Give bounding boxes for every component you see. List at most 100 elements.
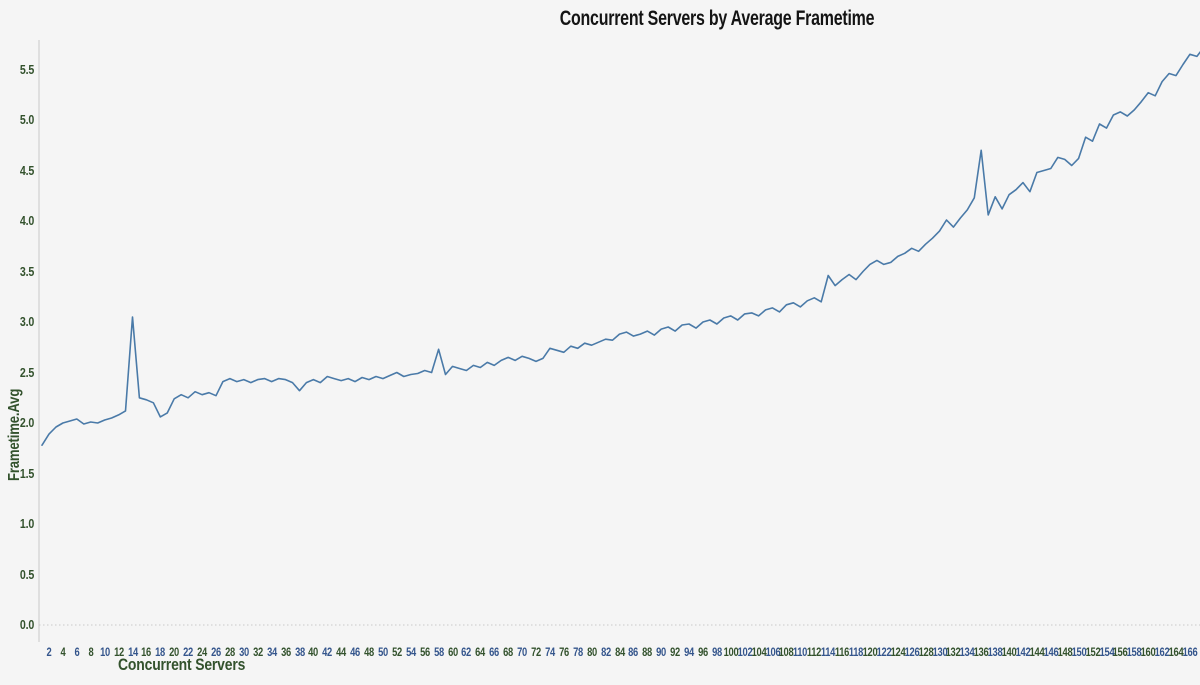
x-tick-label: 114	[821, 645, 836, 659]
frametime-line	[41, 51, 1200, 446]
x-tick-label: 164	[1168, 645, 1184, 659]
x-axis-title: Concurrent Servers	[118, 655, 246, 674]
x-tick-label: 54	[405, 645, 416, 659]
x-tick-label: 110	[793, 645, 808, 659]
x-tick-label: 132	[946, 645, 961, 659]
x-tick-label: 28	[224, 645, 235, 659]
x-tick-label: 144	[1029, 645, 1045, 659]
y-tick-label: 3.5	[19, 263, 34, 279]
x-tick-label: 86	[628, 645, 639, 659]
x-tick-label: 116	[835, 645, 850, 659]
x-tick-label: 78	[572, 645, 583, 659]
x-tick-label: 82	[600, 645, 611, 659]
x-tick-label: 48	[364, 645, 374, 659]
x-tick-label: 104	[751, 645, 766, 659]
x-tick-label: 64	[475, 645, 486, 659]
x-tick-label: 4	[60, 645, 66, 659]
x-tick-label: 162	[1154, 645, 1170, 659]
x-tick-label: 34	[266, 645, 277, 659]
x-tick-label: 16	[141, 645, 152, 659]
x-tick-label: 70	[517, 645, 527, 659]
x-tick-label: 68	[503, 645, 514, 659]
x-tick-label: 112	[807, 645, 822, 659]
x-tick-label: 44	[336, 645, 347, 659]
x-tick-label: 18	[155, 645, 166, 659]
x-tick-label: 62	[461, 645, 472, 659]
x-tick-label: 146	[1043, 645, 1059, 659]
x-tick-label: 156	[1113, 645, 1128, 659]
x-tick-label: 140	[1001, 645, 1017, 659]
x-tick-label: 90	[656, 645, 667, 659]
x-tick-label: 138	[987, 645, 1003, 659]
y-tick-label: 4.0	[19, 213, 34, 228]
x-tick-label: 92	[670, 645, 680, 659]
x-tick-label: 134	[959, 645, 975, 659]
x-tick-label: 22	[183, 645, 193, 659]
x-tick-label: 124	[890, 645, 906, 659]
x-tick-label: 126	[904, 645, 920, 659]
x-tick-label: 120	[862, 645, 878, 659]
x-tick-label: 100	[723, 645, 739, 659]
x-tick-label: 14	[127, 645, 138, 659]
x-tick-label: 94	[684, 645, 694, 659]
x-tick-label: 136	[973, 645, 989, 659]
x-tick-label: 60	[447, 645, 458, 659]
x-tick-label: 12	[113, 645, 124, 659]
x-tick-label: 80	[586, 645, 597, 659]
y-tick-label: 2.0	[19, 415, 34, 430]
x-tick-label: 130	[932, 645, 947, 659]
x-tick-label: 142	[1015, 645, 1031, 659]
x-tick-label: 148	[1057, 645, 1073, 659]
x-tick-label: 36	[280, 645, 291, 659]
x-tick-label: 84	[614, 645, 625, 659]
x-tick-label: 46	[350, 645, 360, 659]
y-tick-label: 0.5	[19, 566, 34, 582]
y-tick-label: 1.0	[19, 516, 34, 531]
x-tick-label: 32	[252, 645, 263, 659]
x-tick-label: 56	[419, 645, 430, 659]
y-tick-label: 4.5	[19, 162, 34, 178]
x-tick-label: 160	[1140, 645, 1156, 659]
x-tick-label: 88	[642, 645, 653, 659]
y-tick-label: 1.5	[19, 465, 34, 481]
x-tick-label: 108	[779, 645, 794, 659]
x-tick-label: 10	[99, 645, 110, 659]
x-tick-label: 122	[876, 645, 892, 659]
x-tick-label: 76	[558, 645, 569, 659]
x-tick-label: 42	[322, 645, 333, 659]
y-tick-label: 0.0	[19, 617, 34, 632]
chart-title: Concurrent Servers by Average Frametime	[559, 7, 875, 30]
y-tick-label: 5.0	[19, 112, 34, 127]
x-tick-label: 106	[765, 645, 780, 659]
x-tick-label: 30	[238, 645, 249, 659]
x-tick-label: 74	[544, 645, 555, 659]
x-tick-label: 150	[1071, 645, 1086, 659]
x-tick-label: 66	[489, 645, 500, 659]
x-tick-label: 26	[211, 645, 221, 659]
y-tick-label: 2.5	[19, 364, 34, 380]
x-tick-label: 58	[433, 645, 444, 659]
x-tick-label: 152	[1085, 645, 1100, 659]
x-tick-label: 154	[1099, 645, 1114, 659]
y-tick-label: 5.5	[19, 61, 34, 77]
x-tick-label: 2	[46, 645, 52, 659]
x-tick-label: 166	[1182, 645, 1198, 659]
x-tick-label: 8	[88, 645, 94, 659]
x-tick-label: 72	[531, 645, 541, 659]
x-tick-label: 40	[308, 645, 319, 659]
x-tick-label: 98	[711, 645, 722, 659]
y-tick-label: 3.0	[19, 314, 34, 329]
x-tick-label: 52	[391, 645, 402, 659]
x-tick-label: 158	[1126, 645, 1142, 659]
x-tick-label: 50	[377, 645, 388, 659]
x-tick-label: 118	[848, 645, 864, 659]
x-tick-label: 6	[74, 645, 80, 659]
x-tick-label: 24	[197, 645, 207, 659]
x-tick-label: 96	[698, 645, 708, 659]
x-tick-label: 38	[294, 645, 305, 659]
x-tick-label: 20	[169, 645, 180, 659]
x-tick-label: 102	[737, 645, 753, 659]
x-tick-label: 128	[918, 645, 933, 659]
